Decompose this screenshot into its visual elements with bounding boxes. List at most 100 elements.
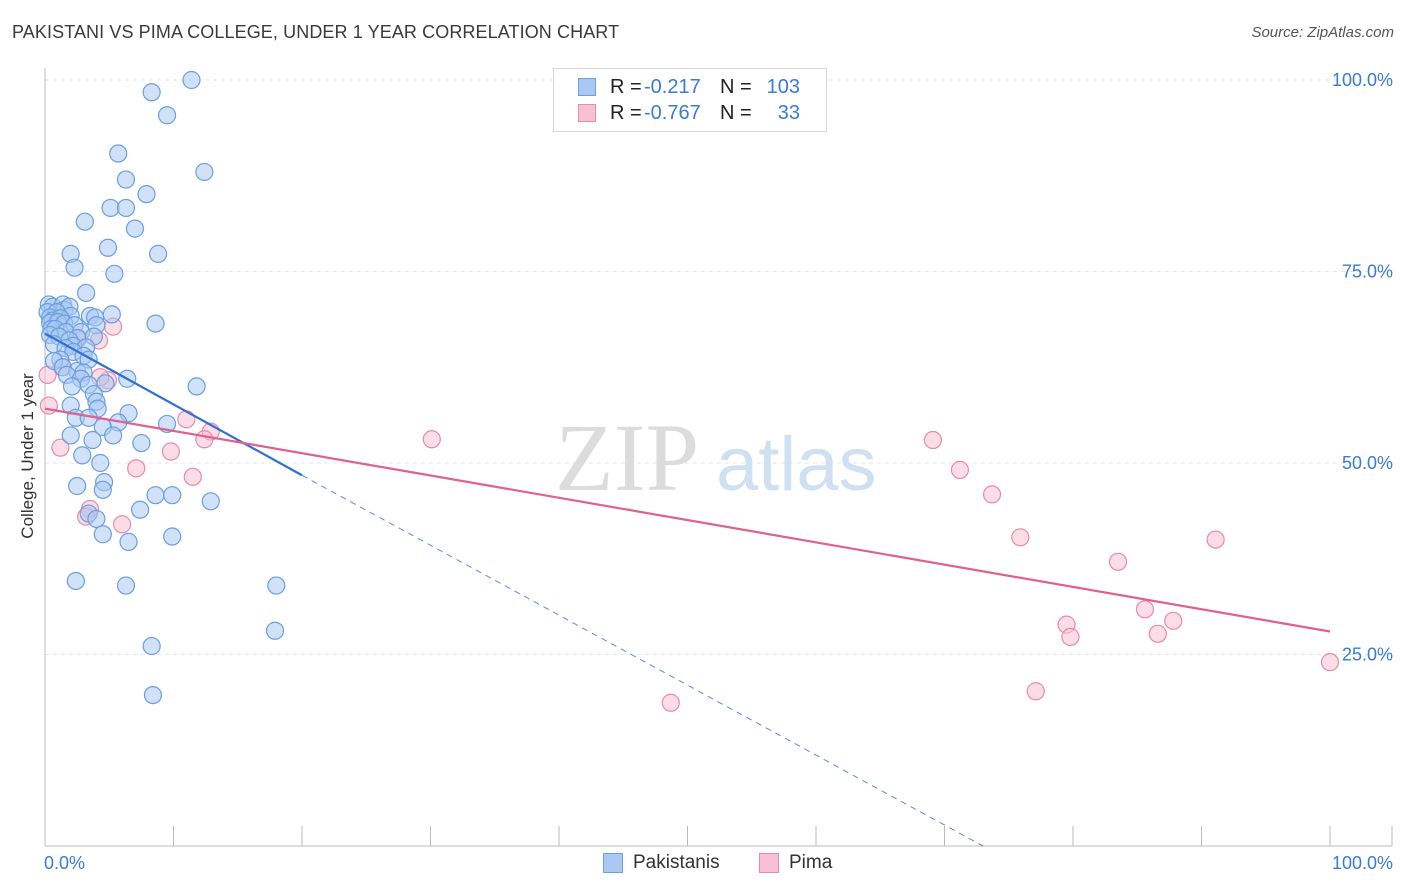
pakistanis-point [109,144,128,163]
legend-item-pima[interactable]: Pima [759,852,832,874]
pakistanis-point [104,426,123,445]
pima-trend-line [44,407,1331,633]
pakistanis-point [182,70,201,90]
legend-label-pakistanis: Pakistanis [633,852,720,873]
watermark-zip: ZIP [555,404,699,511]
pima-point [1148,624,1167,643]
pakistanis-point [163,486,182,505]
pima-point [1135,600,1155,619]
pakistanis-trend-line [44,332,303,477]
legend-swatch-blue [603,853,623,873]
x-tick-label: 0.0% [44,853,85,873]
pakistanis-point [73,446,92,465]
pakistanis-point [91,453,110,473]
pakistanis-point [142,636,161,656]
pima-point [195,430,214,449]
pima-point [1108,552,1128,571]
pakistanis-point [93,480,112,499]
pakistanis-point [267,576,286,595]
pakistanis-point [146,314,165,333]
chart-title: PAKISTANI VS PIMA COLLEGE, UNDER 1 YEAR … [12,22,620,42]
legend-n-label: N = [720,101,752,124]
series-pakistanis [38,70,286,705]
legend-row-pakistanis: R = -0.217 N = 103 [578,75,800,99]
pima-point [112,515,132,534]
pakistanis-point [119,532,138,551]
pakistanis-point [143,685,163,705]
correlation-legend: R = -0.217 N = 103 R = -0.767 N = 33 [553,68,827,132]
pakistanis-point [116,576,136,595]
pakistanis-point [157,106,177,125]
pima-point [127,459,146,478]
series-pima [38,317,1340,712]
pima-point [923,430,943,450]
watermark-atlas: atlas [716,422,877,507]
pima-point [39,396,58,415]
pakistanis-point [265,621,285,640]
x-tick-label: 100.0% [1332,853,1393,873]
pima-point [1061,627,1080,646]
y-axis-label: College, Under 1 year [18,373,37,539]
legend-r-label: R = [610,75,642,98]
pakistanis-point [201,492,220,511]
pakistanis-point [195,162,214,182]
trend-lines [44,332,1331,847]
legend-swatch-pink [578,104,596,122]
gridlines [45,79,1392,655]
legend-item-pakistanis[interactable]: Pakistanis [603,852,720,874]
y-tick-label: 75.0% [1342,262,1393,282]
legend-swatch-blue [578,78,596,96]
pakistanis-point [163,527,182,546]
y-tick-label: 100.0% [1332,70,1393,90]
pakistanis-point [148,244,168,263]
pakistanis-point [142,83,161,102]
y-tick-label: 50.0% [1342,453,1393,473]
pakistanis-point [132,433,151,453]
legend-row-pima: R = -0.767 N = 33 [578,101,800,125]
legend-n-value: 103 [766,75,800,98]
pakistanis-point [87,509,106,529]
pakistanis-point [83,430,102,450]
legend-r-label: R = [610,101,642,124]
pima-point [982,485,1002,504]
pima-point [422,430,441,449]
pakistanis-point [146,486,165,505]
pakistanis-point [102,305,121,324]
pakistanis-point [65,258,84,277]
pakistanis-point [101,198,120,218]
legend-r-value: -0.217 [644,75,701,98]
axes [44,68,1393,847]
pakistanis-point [61,426,80,445]
legend-n-label: N = [720,75,752,98]
series-legend: Pakistanis Pima [0,852,1406,876]
legend-r-value: -0.767 [644,101,701,124]
pakistanis-point [137,185,156,204]
pakistanis-point [68,476,87,496]
pakistanis-point [66,571,85,591]
pima-point [1164,611,1183,630]
pakistanis-point [98,238,118,257]
legend-label-pima: Pima [789,852,833,873]
pima-point [950,460,970,479]
pakistanis-point [96,374,115,393]
legend-n-value: 33 [777,101,800,124]
legend-swatch-pink [759,853,779,873]
pakistanis-point [125,219,145,238]
pakistanis-point [77,283,96,303]
pima-point [1320,653,1340,672]
pakistanis-point [130,500,150,519]
pima-point [183,467,202,486]
pima-point [1206,530,1225,549]
tick-labels: 25.0% 50.0% 75.0% 100.0% 0.0% 100.0% [44,70,1393,873]
pima-point [661,693,680,712]
pakistanis-point [75,212,94,231]
pima-point [1026,682,1045,701]
pima-point [51,438,70,457]
pima-point [177,410,196,429]
pakistanis-point [62,377,82,396]
source-credit: Source: ZipAtlas.com [1251,24,1394,41]
pakistanis-point [187,377,206,396]
pima-point [161,442,181,461]
pakistanis-point [116,198,136,218]
pakistanis-trend-extension [301,474,984,847]
